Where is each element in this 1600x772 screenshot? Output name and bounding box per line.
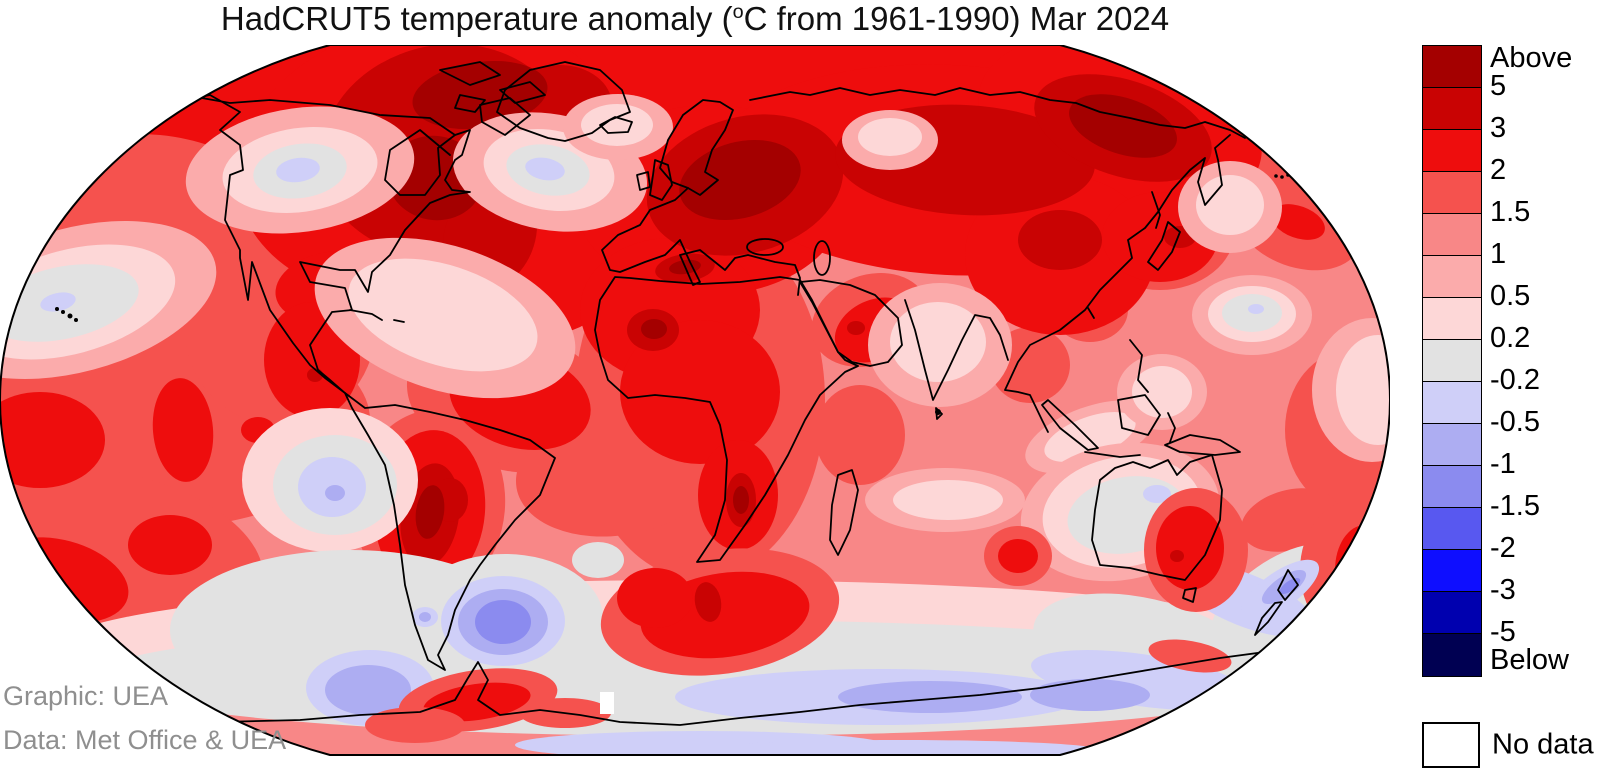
colorbar [1422, 45, 1482, 677]
credit-graphic: Graphic: UEA [3, 681, 169, 711]
colorbar-cell [1423, 214, 1481, 256]
no-data-swatch [1422, 722, 1480, 768]
colorbar-label: 0.5 [1490, 279, 1531, 312]
colorbar-label: -1 [1490, 447, 1516, 480]
colorbar-label: -3 [1490, 573, 1516, 606]
colorbar-label: 1.5 [1490, 195, 1531, 228]
colorbar-cell [1423, 634, 1481, 676]
colorbar-label: -0.2 [1490, 363, 1540, 396]
colorbar-cell [1423, 382, 1481, 424]
colorbar-cell [1423, 340, 1481, 382]
colorbar-label: 1 [1490, 237, 1507, 270]
colorbar-label: -5 [1490, 615, 1516, 648]
colorbar-cell [1423, 256, 1481, 298]
colorbar-cell [1423, 550, 1481, 592]
title-text-post: C from 1961-1990) Mar 2024 [743, 0, 1170, 37]
colorbar-label: -2 [1490, 531, 1516, 564]
colorbar-cell [1423, 592, 1481, 634]
title-text-pre: HadCRUT5 temperature anomaly ( [220, 0, 733, 37]
world-anomaly-map [0, 44, 1392, 757]
degree-symbol: o [732, 1, 744, 23]
colorbar-label: 5 [1490, 69, 1507, 102]
page-title: HadCRUT5 temperature anomaly (oC from 19… [0, 0, 1390, 38]
colorbar-cell [1423, 88, 1481, 130]
colorbar-label: -0.5 [1490, 405, 1540, 438]
colorbar-label: 0.2 [1490, 321, 1531, 354]
colorbar-cell [1423, 130, 1481, 172]
map-outline [0, 44, 1392, 756]
no-data-label: No data [1492, 728, 1594, 761]
colorbar-label: Below [1490, 643, 1569, 676]
map-svg [0, 44, 1392, 756]
no-data-patch [600, 692, 614, 714]
colorbar-label: -1.5 [1490, 489, 1540, 522]
colorbar-cell [1423, 466, 1481, 508]
anomaly-contours [0, 45, 1390, 755]
colorbar-label: 3 [1490, 111, 1507, 144]
credit-data: Data: Met Office & UEA [3, 725, 287, 755]
colorbar-cell [1423, 46, 1481, 88]
colorbar-labels: Above 5 3 2 1.5 1 0.5 0.2 -0.2 -0.5 -1 -1.5 -2 -3 -5 Be… [1490, 41, 1600, 676]
colorbar-label: 2 [1490, 153, 1507, 186]
colorbar-label: Above [1490, 41, 1573, 74]
colorbar-cell [1423, 172, 1481, 214]
colorbar-cell [1423, 508, 1481, 550]
coastlines [55, 61, 1346, 726]
colorbar-cell [1423, 424, 1481, 466]
colorbar-cell [1423, 298, 1481, 340]
